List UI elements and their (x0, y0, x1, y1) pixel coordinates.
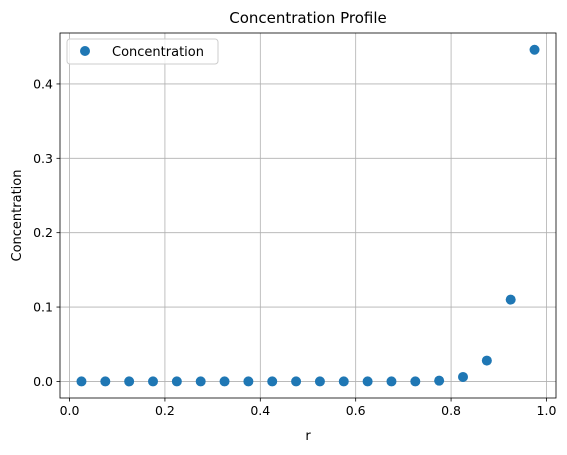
data-point (124, 376, 135, 387)
x-tick-label: 0.6 (346, 403, 366, 418)
legend-marker (80, 46, 90, 56)
data-point (481, 355, 492, 366)
data-point (434, 375, 445, 386)
data-point (458, 371, 468, 382)
plot-frame (59, 32, 557, 399)
data-point (267, 376, 278, 387)
data-point (314, 376, 325, 387)
y-tick-label: 0.3 (33, 151, 53, 166)
grid (60, 33, 556, 398)
chart-title: Concentration Profile (229, 9, 387, 27)
data-point (219, 376, 230, 387)
legend: Concentration (66, 38, 219, 65)
x-tick-label: 0.2 (155, 403, 175, 418)
x-tick-label: 0.0 (60, 403, 80, 418)
data-point (243, 376, 254, 387)
data-point (100, 376, 111, 387)
x-tick-label: 0.4 (250, 403, 270, 418)
y-tick-label: 0.2 (33, 225, 53, 240)
axis-ticks: 0.0 0.2 0.4 0.6 0.8 1.0 0.0 0.1 0.2 0.3 0.4 (33, 76, 556, 418)
data-point (291, 376, 302, 387)
data-point (338, 376, 349, 387)
x-axis-label: r (305, 429, 311, 444)
data-point (505, 294, 516, 305)
data-point (76, 376, 87, 387)
data-point (171, 376, 182, 387)
data-point (386, 376, 397, 387)
data-point (195, 376, 206, 387)
legend-label: Concentration (112, 45, 204, 60)
data-points (76, 44, 540, 387)
data-point (148, 376, 158, 387)
y-tick-label: 0.4 (33, 76, 53, 91)
x-tick-label: 1.0 (537, 403, 557, 418)
legend-box (66, 38, 219, 65)
x-tick-label: 0.8 (441, 403, 461, 418)
data-point (410, 376, 421, 387)
y-tick-label: 0.1 (33, 300, 53, 315)
y-axis-label: Concentration (10, 170, 25, 262)
data-point (529, 44, 540, 55)
data-point (362, 376, 373, 387)
y-tick-label: 0.0 (33, 374, 53, 389)
